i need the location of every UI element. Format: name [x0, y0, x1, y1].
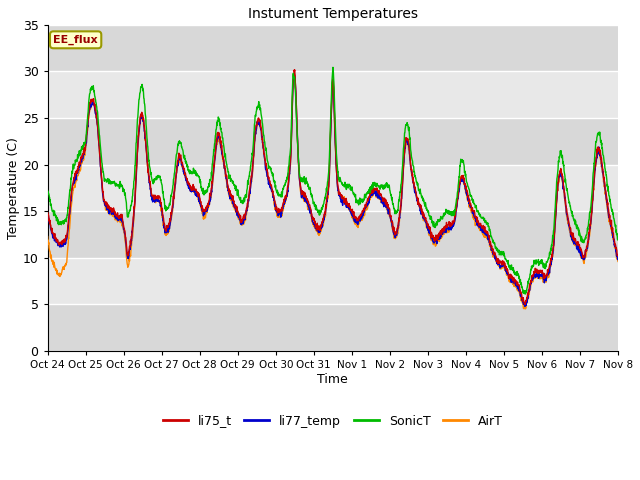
Y-axis label: Temperature (C): Temperature (C) — [7, 137, 20, 239]
Bar — [47, 211, 618, 258]
Legend: li75_t, li77_temp, SonicT, AirT: li75_t, li77_temp, SonicT, AirT — [157, 409, 508, 432]
Bar — [47, 25, 618, 72]
Title: Instument Temperatures: Instument Temperatures — [248, 7, 418, 21]
Text: EE_flux: EE_flux — [53, 35, 98, 45]
Bar — [47, 118, 618, 165]
Bar — [47, 304, 618, 351]
X-axis label: Time: Time — [317, 373, 348, 386]
